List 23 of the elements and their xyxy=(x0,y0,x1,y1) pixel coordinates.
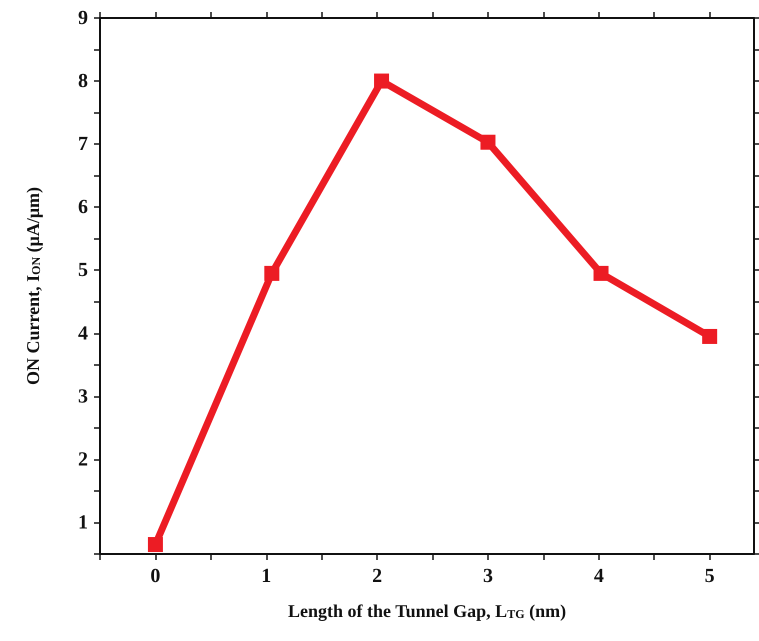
point xyxy=(148,537,163,552)
point xyxy=(594,266,609,281)
y-tick-label: 4 xyxy=(78,322,88,344)
y-tick-label: 2 xyxy=(78,448,88,470)
point xyxy=(480,134,496,150)
x-axis-title: Length of the Tunnel Gap, LTG (nm) xyxy=(288,601,566,621)
y-tick-label: 9 xyxy=(78,7,88,29)
x-tick-label: 2 xyxy=(372,565,382,587)
x-tick-label: 5 xyxy=(704,565,715,587)
x-tick-label: 0 xyxy=(150,565,160,587)
y-tick-label: 6 xyxy=(78,196,88,218)
x-tick-label: 1 xyxy=(261,565,272,587)
point xyxy=(264,266,280,281)
y-tick-label: 7 xyxy=(78,133,88,156)
y-tick-label: 8 xyxy=(78,70,88,92)
point xyxy=(702,328,718,344)
y-tick-label: 3 xyxy=(78,385,88,408)
x-tick-label: 3 xyxy=(482,565,493,587)
point xyxy=(374,74,390,89)
x-tick-label: 4 xyxy=(594,565,604,587)
y-tick-label: 5 xyxy=(78,259,88,282)
y-tick-label: 1 xyxy=(78,511,88,534)
y-axis-title: ON Current, ION (μA/μm) xyxy=(23,186,43,386)
